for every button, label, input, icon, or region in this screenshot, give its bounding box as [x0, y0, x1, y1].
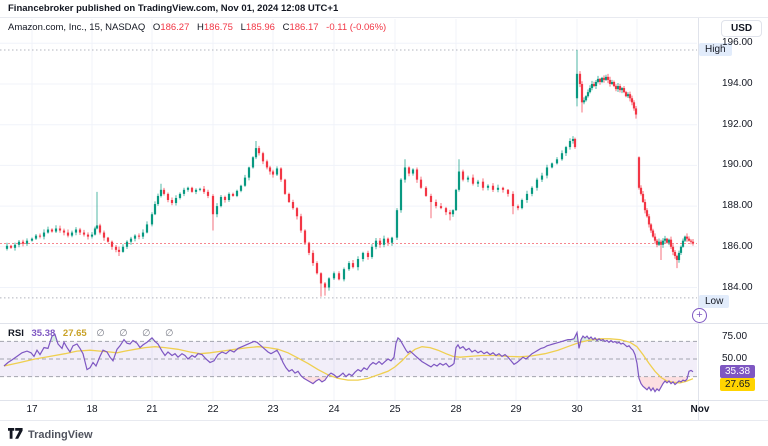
- rsi-null-values: ∅ ∅ ∅ ∅: [96, 328, 180, 339]
- rsi-value-badge: 35.38: [720, 365, 756, 378]
- footer-border: [0, 420, 768, 421]
- close-label: C: [282, 22, 290, 33]
- high-value: 186.75: [203, 22, 233, 33]
- rsi-tick-label: 50.00: [722, 353, 748, 364]
- publish-info-text: Financebroker published on TradingView.c…: [8, 3, 339, 14]
- rsi-indicator-label: RSI: [8, 328, 24, 339]
- time-tick-label: 30: [571, 404, 583, 415]
- low-label-ohlc: L: [240, 22, 246, 33]
- symbol-legend: Amazon.com, Inc., 15, NASDAQ O186.27 H18…: [8, 22, 386, 33]
- change-value: -0.11 (-0.06%): [326, 22, 387, 33]
- time-tick-label: 28: [450, 404, 462, 415]
- rsi-tick-label: 75.00: [722, 331, 748, 342]
- price-tick-label: 188.00: [722, 200, 753, 212]
- time-tick-label: 22: [207, 404, 219, 415]
- tradingview-logo[interactable]: TradingView: [8, 426, 93, 444]
- price-tick-label: 186.00: [722, 240, 753, 252]
- publish-info-bar: Financebroker published on TradingView.c…: [0, 0, 768, 18]
- low-value: 185.96: [245, 22, 275, 33]
- time-tick-label: Nov: [690, 404, 710, 415]
- tradingview-logo-text: TradingView: [28, 429, 93, 441]
- currency-button[interactable]: USD: [721, 20, 763, 37]
- open-label: O: [152, 22, 161, 33]
- price-tick-label: 184.00: [722, 281, 753, 293]
- time-tick-label: 21: [146, 404, 158, 415]
- time-tick-label: 24: [328, 404, 340, 415]
- rsi-value: 35.38: [31, 328, 56, 339]
- low-marker-label: Low: [699, 295, 730, 308]
- time-tick-label: 23: [267, 404, 279, 415]
- plus-icon: +: [696, 309, 703, 321]
- time-tick-label: 31: [631, 404, 643, 415]
- time-tick-label: 29: [510, 404, 522, 415]
- price-tick-label: 196.00: [722, 37, 753, 49]
- symbol-title: Amazon.com, Inc., 15, NASDAQ: [8, 22, 146, 33]
- time-tick-label: 17: [26, 404, 38, 415]
- high-marker-label: High: [699, 43, 732, 56]
- time-tick-label: 25: [389, 404, 401, 415]
- rsi-ma-value: 27.65: [62, 328, 87, 339]
- plus-button[interactable]: +: [692, 308, 707, 323]
- time-axis-border: [0, 400, 768, 401]
- price-tick-label: 194.00: [722, 78, 753, 89]
- price-tick-label: 190.00: [722, 159, 753, 171]
- time-tick-label: 18: [86, 404, 98, 415]
- pane-separator[interactable]: [0, 323, 768, 324]
- rsi-legend: RSI 35.38 27.65 ∅ ∅ ∅ ∅: [8, 328, 179, 339]
- high-label-ohlc: H: [197, 22, 204, 33]
- close-value: 186.17: [289, 22, 319, 33]
- rsi-ma-value-badge: 27.65: [720, 378, 756, 391]
- price-axis-border: [698, 18, 699, 420]
- tradingview-logo-icon: [8, 426, 23, 444]
- price-tick-label: 192.00: [722, 118, 753, 130]
- open-value: 186.27: [160, 22, 190, 33]
